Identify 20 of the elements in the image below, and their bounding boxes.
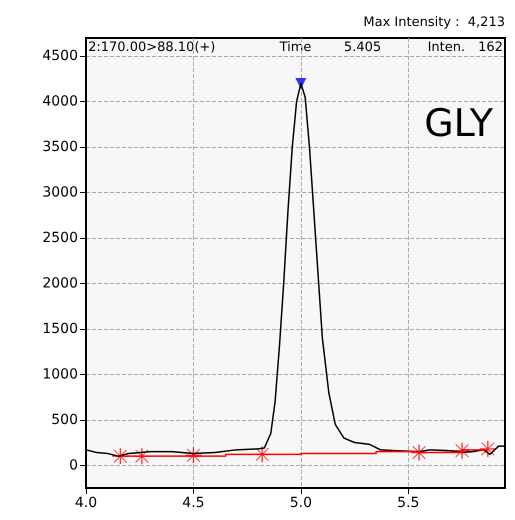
- y-tick-label: 1000: [42, 366, 78, 382]
- y-tick-label: 500: [51, 412, 78, 428]
- text: Max Intensity : 4,213: [363, 15, 506, 30]
- y-tick-label: 3500: [42, 139, 78, 156]
- annotation: Inten.: [428, 40, 466, 55]
- y-tick-label: 2500: [42, 230, 78, 246]
- x-tick-label: 5.0: [290, 495, 312, 511]
- annotation: GLY: [424, 101, 494, 145]
- x-tick-label: 4.5: [182, 495, 205, 511]
- x-tick-label: 4.0: [74, 495, 98, 511]
- y-tick-label: 4500: [42, 48, 78, 64]
- y-tick-label: 2000: [42, 275, 78, 292]
- y-tick-label: 4000: [42, 94, 78, 110]
- annotation: 5.405: [344, 40, 382, 55]
- y-tick-label: 0: [69, 457, 78, 474]
- annotation: 2:170.00>88.10(+): [88, 40, 216, 55]
- y-tick-label: 3000: [42, 184, 78, 201]
- annotation: 162: [478, 40, 503, 55]
- y-tick-label: 1500: [42, 320, 78, 337]
- x-tick-label: 5.5: [397, 495, 420, 511]
